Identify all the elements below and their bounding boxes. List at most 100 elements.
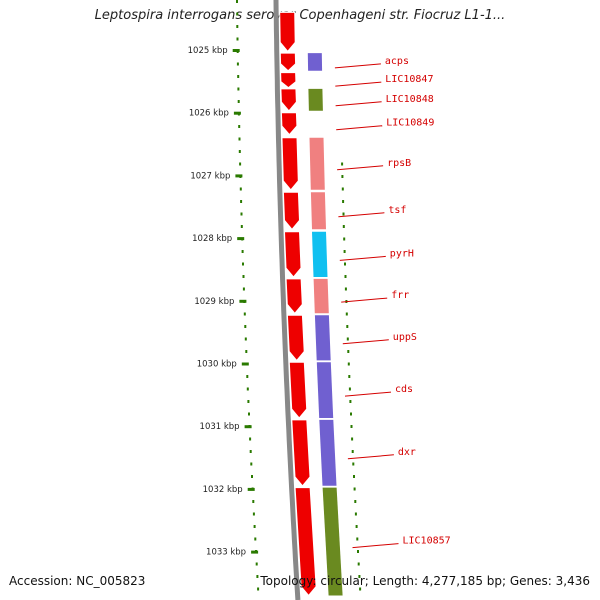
scale-dot [236,37,239,41]
backbone-line [273,0,301,600]
cog-segment-rpsb[interactable] [309,137,325,190]
cog-segment-lic10857[interactable] [322,487,343,596]
gene-label-acps[interactable]: acps [385,56,409,67]
scale-dot [256,575,259,578]
cds-arrow-lic10849[interactable] [280,112,298,136]
cog-segment-lic10848[interactable] [308,88,323,111]
scale-tick [235,174,243,178]
scale-dot [238,137,241,141]
scale-tick-label: 1031 kbp [200,422,240,432]
scale-dot [249,437,252,441]
gene-label-frr[interactable]: frr [391,290,409,301]
cds-arrow-frr[interactable] [285,278,303,315]
cds-arrow-lic10848[interactable] [280,88,297,112]
cog-segment-cds[interactable] [316,362,334,418]
cog-segment-acps[interactable] [307,53,323,71]
scale-tick [244,425,252,429]
gene-label-dxr[interactable]: dxr [398,447,416,458]
scale-dot [257,587,260,591]
cds-arrow-cds[interactable] [288,361,308,419]
cds-arrow-tsf[interactable] [282,191,301,231]
guide-dot [344,262,346,266]
gene-leader-line [338,212,385,218]
cds-arrow-lic10847[interactable] [280,72,297,89]
scale-tick-label: 1025 kbp [188,46,228,56]
scale-dot [251,475,253,478]
scale-tick [232,49,240,52]
cds-arrow-rpsb[interactable] [281,137,299,191]
gene-labels[interactable]: acps LIC10847 LIC10848 LIC10849 rpsB tsf pyrH f… [334,56,451,549]
scale-dot [242,262,244,266]
scale-dot [240,212,243,216]
cds-arrow-upstream[interactable] [279,11,296,53]
gene-leader-line [336,125,383,131]
guide-dot [344,275,347,278]
backbone-layer [273,0,301,600]
gene-label-pyrh[interactable]: pyrH [390,248,414,259]
scale-dot [236,0,238,3]
gene-label-rpsb[interactable]: rpsB [387,158,411,169]
guide-dot [349,400,352,403]
gene-leader-line [341,297,388,303]
guide-dot [350,412,352,416]
guide-dot [342,225,345,228]
accession-text: Accession: NC_005823 [9,574,146,588]
gene-label-cds[interactable]: cds [395,384,413,395]
guide-dot [358,575,361,578]
guide-dot [348,387,351,391]
scale-dot [236,62,239,66]
guide-dot [354,500,357,503]
cog-track[interactable] [307,53,343,596]
cog-segment-dxr[interactable] [319,419,337,486]
guide-dot [346,325,349,328]
scale-dot [252,512,255,516]
scale-dot [238,125,241,128]
scale-dot [241,250,244,253]
cog-segment-frr[interactable] [313,278,329,314]
scale-dot [242,275,245,278]
cog-segment-pyrh[interactable] [312,231,328,277]
cds-arrow-lic10857[interactable] [294,487,317,597]
guide-dot [341,175,344,178]
scale-tick-label: 1026 kbp [189,109,229,119]
guide-dot [355,525,358,528]
scale-dot [237,87,240,91]
cds-arrow-acps[interactable] [279,52,297,72]
scale-dot [246,375,249,378]
gene-label-lic10849[interactable]: LIC10849 [386,118,434,129]
cog-segment-upps[interactable] [314,315,331,361]
guide-dot [347,350,350,353]
gene-label-lic10848[interactable]: LIC10848 [386,94,434,105]
scale-tick [241,362,249,366]
cds-arrow-upps[interactable] [286,314,305,362]
gene-label-tsf[interactable]: tsf [388,205,406,216]
scale-tick-label: 1033 kbp [206,548,246,558]
scale-dot [240,200,243,203]
scale-dot [245,350,248,353]
cog-segment-tsf[interactable] [310,192,326,230]
guide-dot [345,312,348,316]
gene-label-lic10857[interactable]: LIC10857 [403,536,451,547]
guide-dot [341,162,344,166]
gene-leader-line [335,81,382,87]
cds-arrow-dxr[interactable] [291,419,311,487]
scale-dot [236,25,239,28]
scale-tick-label: 1028 kbp [192,234,232,244]
scale-tick-label: 1032 kbp [203,485,243,495]
gene-label-upps[interactable]: uppS [393,332,417,343]
gene-leader-line [339,255,386,261]
scale-tick [237,237,245,241]
gene-leader-line [352,543,399,549]
cds-track[interactable] [279,11,317,597]
scale-dot [255,562,258,566]
map-title: Leptospira interrogans serovar Copenhage… [94,8,506,23]
guide-dot [346,337,349,341]
scale-dot [244,337,247,341]
scale-dot [239,162,242,166]
gene-label-lic10847[interactable]: LIC10847 [385,74,433,85]
gene-leader-line [334,63,381,69]
scale-dot [239,187,242,191]
cds-arrow-pyrh[interactable] [283,231,302,278]
